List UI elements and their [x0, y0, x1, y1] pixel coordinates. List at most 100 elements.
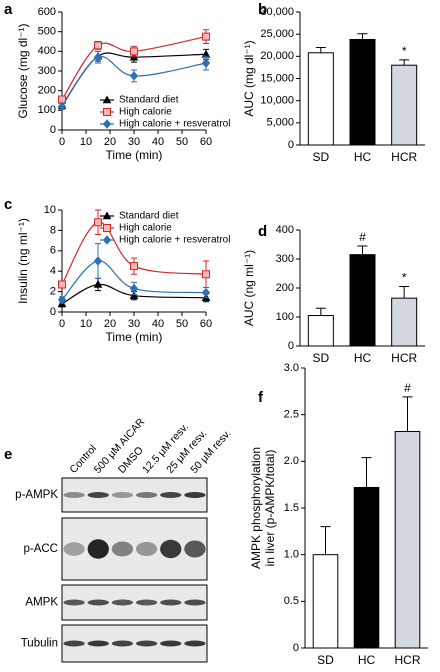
blot-frame — [61, 477, 208, 513]
y-tick-label: 10,000 — [260, 95, 294, 107]
band — [87, 599, 109, 606]
x-tick-label: 20 — [104, 136, 116, 148]
y-tick-label: 30,000 — [260, 6, 294, 18]
y-tick-label: 15,000 — [260, 72, 294, 84]
legend-label: High calorie + resveratrol — [119, 119, 230, 130]
row-label: p-ACC — [23, 543, 58, 555]
data-point — [93, 256, 103, 266]
band — [135, 492, 158, 498]
band — [160, 599, 182, 606]
x-tick-label: HC — [354, 150, 372, 164]
data-point — [58, 280, 66, 289]
band — [160, 539, 182, 559]
legend-marker — [102, 119, 112, 129]
y-tick-label: 0 — [50, 306, 56, 318]
legend-label: Standard diet — [119, 211, 179, 222]
band — [111, 599, 134, 606]
bar — [353, 486, 380, 649]
band — [63, 492, 85, 498]
x-tick-label: 20 — [104, 318, 116, 330]
data-point — [201, 287, 211, 298]
significance-mark: # — [404, 381, 411, 395]
x-tick-label: 30 — [128, 318, 140, 330]
legend-marker — [102, 211, 112, 220]
y-tick-label: 5,000 — [266, 117, 294, 129]
bar — [307, 52, 334, 146]
legend-marker — [103, 224, 111, 232]
bar — [394, 430, 421, 649]
band — [87, 539, 109, 559]
band — [63, 640, 85, 647]
data-point — [129, 291, 139, 299]
data-point — [130, 47, 138, 56]
x-tick-label: HC — [354, 351, 372, 365]
significance-mark: * — [402, 271, 407, 285]
error-bar — [399, 59, 410, 66]
row-label: Tubulin — [21, 638, 58, 650]
data-point — [129, 71, 139, 81]
y-axis-label: Insulin (ng ml⁻¹) — [16, 218, 30, 304]
series-line — [61, 283, 207, 305]
data-point — [129, 52, 139, 61]
band — [160, 640, 182, 647]
series-line — [61, 35, 207, 100]
band — [87, 492, 109, 498]
legend-label: Standard diet — [119, 95, 179, 106]
band — [184, 599, 206, 606]
data-point — [130, 262, 138, 271]
band — [184, 492, 206, 498]
y-tick-label: 0 — [288, 139, 294, 151]
x-tick-label: 0 — [59, 318, 65, 330]
panel-label: b — [258, 1, 267, 18]
x-tick-label: HCR — [395, 653, 421, 667]
y-tick-label: 200 — [38, 85, 56, 97]
error-bar — [357, 33, 368, 40]
band — [63, 542, 85, 556]
row-label: p-AMPK — [15, 489, 58, 501]
band — [63, 599, 85, 606]
legend-marker — [102, 235, 112, 245]
x-tick-label: 40 — [152, 318, 164, 330]
x-tick-label: 60 — [200, 136, 212, 148]
y-tick-label: 2.5 — [284, 409, 299, 421]
data-point — [57, 295, 67, 305]
y-tick-label: 4 — [50, 265, 56, 277]
y-tick-label: 300 — [276, 253, 294, 265]
y-tick-label: 1.0 — [284, 549, 299, 561]
error-bar — [357, 245, 368, 255]
band — [184, 540, 206, 558]
data-point — [202, 270, 210, 279]
error-bar — [399, 286, 410, 299]
data-point — [57, 101, 67, 112]
y-tick-label: 600 — [38, 6, 56, 18]
data-point — [94, 218, 102, 227]
y-axis-label: in liver (p-AMPK/total) — [263, 450, 277, 567]
x-tick-label: 30 — [128, 136, 140, 148]
y-tick-label: 0.5 — [284, 595, 299, 607]
bar — [349, 38, 376, 146]
y-tick-label: 200 — [276, 282, 294, 294]
bar — [391, 64, 418, 146]
series-line — [61, 260, 207, 301]
y-tick-label: 0 — [293, 642, 299, 654]
data-point — [58, 95, 66, 104]
panel-label: e — [4, 446, 12, 463]
y-tick-label: 100 — [276, 311, 294, 323]
data-point — [129, 283, 139, 294]
x-tick-label: SD — [312, 351, 329, 365]
blot-frame — [61, 517, 208, 581]
y-tick-label: 400 — [276, 224, 294, 236]
error-bar — [315, 307, 326, 316]
x-axis-label: Time (min) — [106, 330, 163, 344]
legend-label: High calorie — [119, 107, 172, 118]
y-tick-label: 0 — [288, 340, 294, 352]
y-tick-label: 0 — [50, 124, 56, 136]
x-axis-label: Time (min) — [106, 148, 163, 162]
legend-label: High calorie + resveratrol — [119, 235, 230, 246]
band — [135, 640, 158, 647]
y-tick-label: 25,000 — [260, 28, 294, 40]
y-tick-label: 100 — [38, 104, 56, 116]
band — [135, 542, 158, 556]
x-tick-label: 50 — [176, 136, 188, 148]
data-point — [94, 41, 102, 50]
